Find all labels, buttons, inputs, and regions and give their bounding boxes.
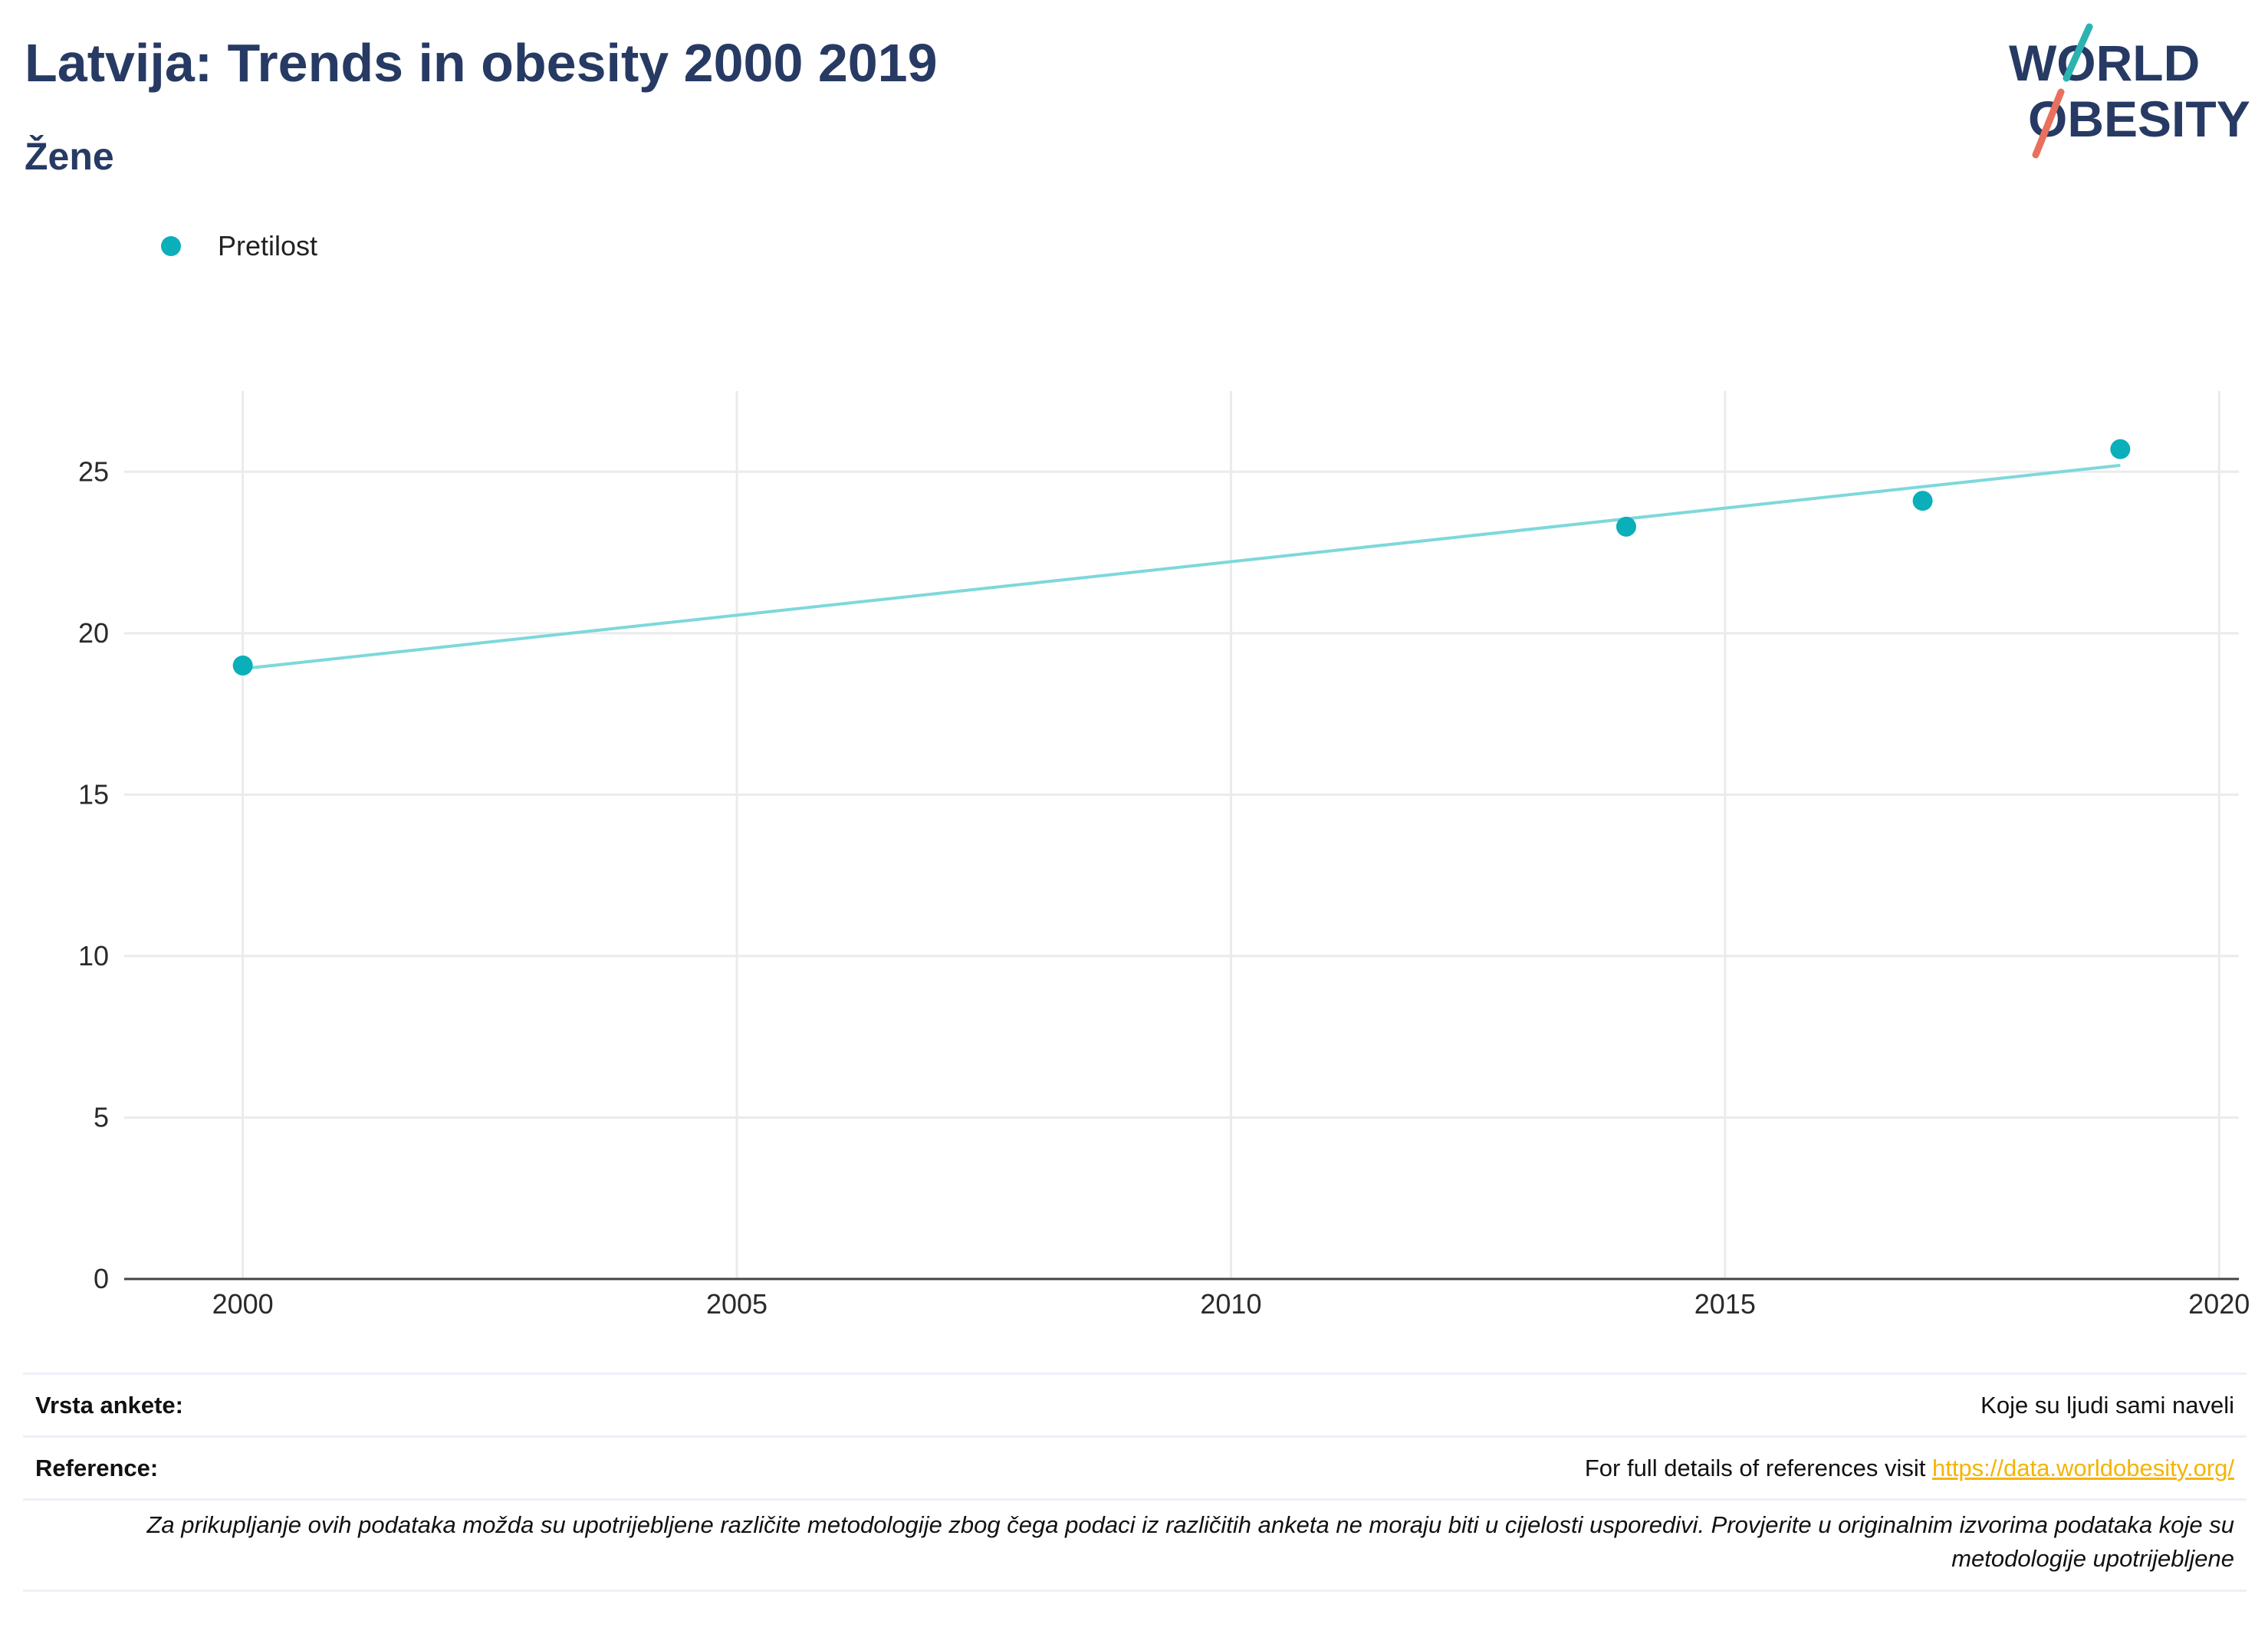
world-obesity-logo: WORLD OBESITY [2009,23,2250,159]
methodology-note: Za prikupljanje ovih podataka možda su u… [23,1498,2247,1592]
data-point[interactable] [232,655,253,676]
y-tick-label: 0 [94,1263,109,1294]
y-tick-label: 20 [78,617,109,649]
reference-value: For full details of references visit htt… [1585,1455,2234,1482]
survey-type-value: Koje su ljudi sami naveli [1980,1391,2234,1419]
footer-table: Vrsta ankete: Koje su ljudi sami naveli … [23,1373,2247,1592]
trend-line [242,463,2121,671]
chart-grid [124,391,2239,1279]
y-tick-label: 25 [78,455,109,487]
logo-slash-coral-icon [2032,88,2065,159]
reference-text: For full details of references visit [1584,1454,1932,1481]
reference-label: Reference: [35,1454,159,1481]
x-tick-label: 2010 [1200,1288,1261,1320]
data-points-layer [232,439,2131,676]
y-tick-label: 15 [78,778,109,810]
reference-link[interactable]: https://data.worldobesity.org/ [1931,1454,2234,1481]
y-tick-labels: 0 5 10 15 20 25 [78,455,109,1294]
obesity-trend-chart: 2000 2005 2010 2015 2020 0 5 10 15 20 25 [78,391,2250,1320]
page-title: Latvija: Trends in obesity 2000 2019 [25,33,938,93]
legend-label: Pretilost [218,230,318,261]
x-tick-label: 2020 [2188,1288,2250,1320]
page-subtitle: Žene [25,135,114,178]
x-tick-label: 2005 [706,1288,768,1320]
logo-line1: WORLD [2009,35,2200,91]
x-tick-label: 2000 [212,1288,274,1320]
survey-type-row: Vrsta ankete: Koje su ljudi sami naveli [23,1373,2247,1435]
trend-line-layer [242,463,2121,671]
survey-type-label: Vrsta ankete: [35,1391,183,1419]
data-point[interactable] [1912,491,1933,511]
x-tick-label: 2015 [1694,1288,1756,1320]
data-point[interactable] [2110,439,2131,459]
y-tick-label: 5 [94,1101,109,1133]
x-tick-labels: 2000 2005 2010 2015 2020 [212,1288,2250,1320]
y-tick-label: 10 [78,940,109,972]
reference-row: Reference: For full details of reference… [23,1435,2247,1498]
logo-line2: OBESITY [2028,90,2250,147]
data-point[interactable] [1616,516,1636,537]
legend-marker-icon [161,236,181,256]
chart-legend[interactable]: Pretilost [161,230,317,262]
logo-slash-teal-icon [2063,23,2093,82]
